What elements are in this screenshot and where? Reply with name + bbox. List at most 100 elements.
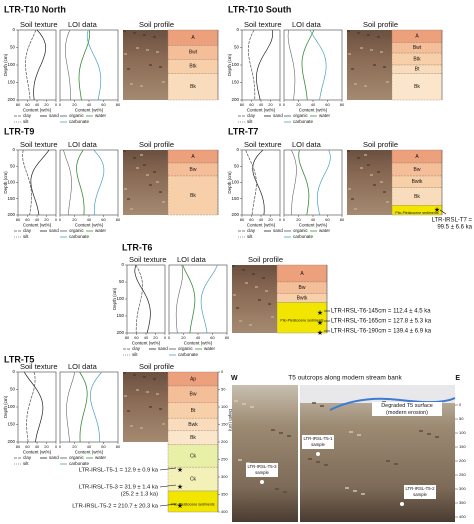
- legend-label: sand: [49, 228, 59, 233]
- legend-label: organic: [178, 346, 194, 351]
- photo-texture: [133, 157, 136, 159]
- depth-tick-label: 150: [116, 313, 124, 318]
- legend-label: silt: [23, 234, 29, 239]
- photo-texture: [357, 434, 361, 436]
- x-tick-label: 80: [116, 444, 121, 449]
- x-tick-label: 80: [240, 102, 245, 107]
- depth-tick-label: 300: [459, 486, 466, 491]
- horizon-label: Bwk: [188, 422, 198, 428]
- legend-label: sand: [49, 455, 59, 460]
- depth-tick-label: 150: [221, 422, 228, 427]
- legend-label: clay: [247, 228, 256, 233]
- axis-label: Content (wt%): [247, 223, 276, 228]
- x-tick-label: 40: [196, 335, 201, 340]
- sky: [300, 385, 455, 403]
- photo-texture: [360, 167, 363, 169]
- x-tick-label: 0: [55, 444, 58, 449]
- curve: [309, 29, 327, 101]
- photo-texture: [242, 269, 245, 271]
- photo-texture: [149, 406, 152, 408]
- legend-label: carbonate: [293, 119, 314, 124]
- soil-photo: [123, 150, 168, 215]
- photo-texture: [347, 150, 350, 152]
- texture-box: [17, 371, 57, 443]
- photo-texture: [373, 184, 376, 186]
- axis-label: Content (wt%): [299, 108, 328, 113]
- photo-texture: [143, 164, 146, 166]
- date-label: LTR-IRSL-T6-145cm = 112.4 ± 4.5 ka: [331, 309, 431, 315]
- x-tick-label: 40: [259, 217, 264, 222]
- photo-texture: [140, 427, 143, 429]
- depth-tick-label: 50: [10, 387, 16, 392]
- photo-texture: [156, 181, 159, 183]
- header: Soil texture: [244, 140, 282, 149]
- depth-tick-label: 0: [12, 27, 15, 32]
- curve: [65, 29, 71, 101]
- curve: [79, 371, 88, 443]
- horizon-label: Bk: [414, 194, 420, 200]
- photo-texture: [262, 277, 265, 279]
- x-tick-label: 80: [116, 102, 121, 107]
- x-tick-label: 0: [279, 102, 282, 107]
- header: Soil profile: [139, 20, 174, 29]
- legend-label: carbonate: [178, 352, 199, 357]
- axis-label: Content (wt%): [23, 108, 52, 113]
- x-tick-label: 60: [101, 217, 106, 222]
- photo-texture: [232, 265, 235, 267]
- label-box: [372, 409, 442, 416]
- horizon-label: A: [415, 154, 419, 160]
- photo-texture: [123, 372, 126, 374]
- curve: [25, 29, 37, 101]
- header: LOI data: [68, 20, 98, 29]
- depth-tick-label: 0: [459, 402, 462, 407]
- depth-tick-label: 50: [234, 45, 240, 50]
- texture-box: [126, 264, 166, 334]
- photo-texture: [347, 30, 350, 32]
- header: Soil profile: [363, 20, 398, 29]
- depth-tick-label: 100: [7, 180, 15, 185]
- x-tick-label: 20: [44, 102, 49, 107]
- x-tick-label: 60: [249, 102, 254, 107]
- photo-texture: [124, 395, 127, 397]
- x-tick-label: 20: [72, 217, 77, 222]
- loi-box: [283, 29, 343, 101]
- legend-label: water: [319, 113, 331, 118]
- header: Soil texture: [244, 20, 282, 29]
- photo-texture: [127, 410, 130, 412]
- horizon-label: A: [191, 154, 195, 160]
- depth-tick-label: 100: [231, 62, 239, 67]
- curve: [135, 264, 143, 334]
- outcrop-title: T5 outcrops along modern stream bank: [288, 375, 402, 382]
- x-tick-label: 0: [279, 217, 282, 222]
- sediment: [276, 302, 328, 334]
- texture-box: [241, 149, 281, 216]
- legend-label: water: [95, 228, 107, 233]
- x-tick-label: 60: [249, 217, 254, 222]
- star: ★: [177, 466, 183, 474]
- depth-tick-label: 150: [7, 196, 15, 201]
- photo-texture: [275, 488, 279, 490]
- depth-tick-label: 400: [459, 514, 466, 519]
- photo-texture: [268, 303, 271, 305]
- legend-label: organic: [69, 113, 85, 118]
- photo-texture: [354, 83, 357, 85]
- soil-photo: [347, 30, 392, 100]
- x-tick-label: 60: [25, 444, 30, 449]
- photo-texture: [345, 487, 349, 489]
- horizon-label: Bw: [190, 392, 197, 398]
- x-tick-label: 0: [59, 217, 62, 222]
- horizon-label: Bt: [415, 67, 420, 73]
- date-label: (25.2 ± 1.3 ka): [121, 492, 158, 498]
- photo-texture: [136, 47, 139, 49]
- panel-title: LTR-T5: [4, 354, 34, 364]
- date-label: LTR-IRSL-T5-1 = 12.9 ± 0.9 ka: [79, 468, 159, 474]
- depth-tick-label: 350: [221, 492, 228, 497]
- sediment-label: Plio-Pleistocene sediments: [280, 319, 323, 323]
- horizon-label: Bwtk: [297, 295, 308, 301]
- photo-texture: [239, 320, 242, 322]
- loi-box: [283, 149, 343, 216]
- photo-texture: [162, 423, 165, 425]
- header: LOI data: [292, 20, 322, 29]
- legend-label: clay: [132, 346, 141, 351]
